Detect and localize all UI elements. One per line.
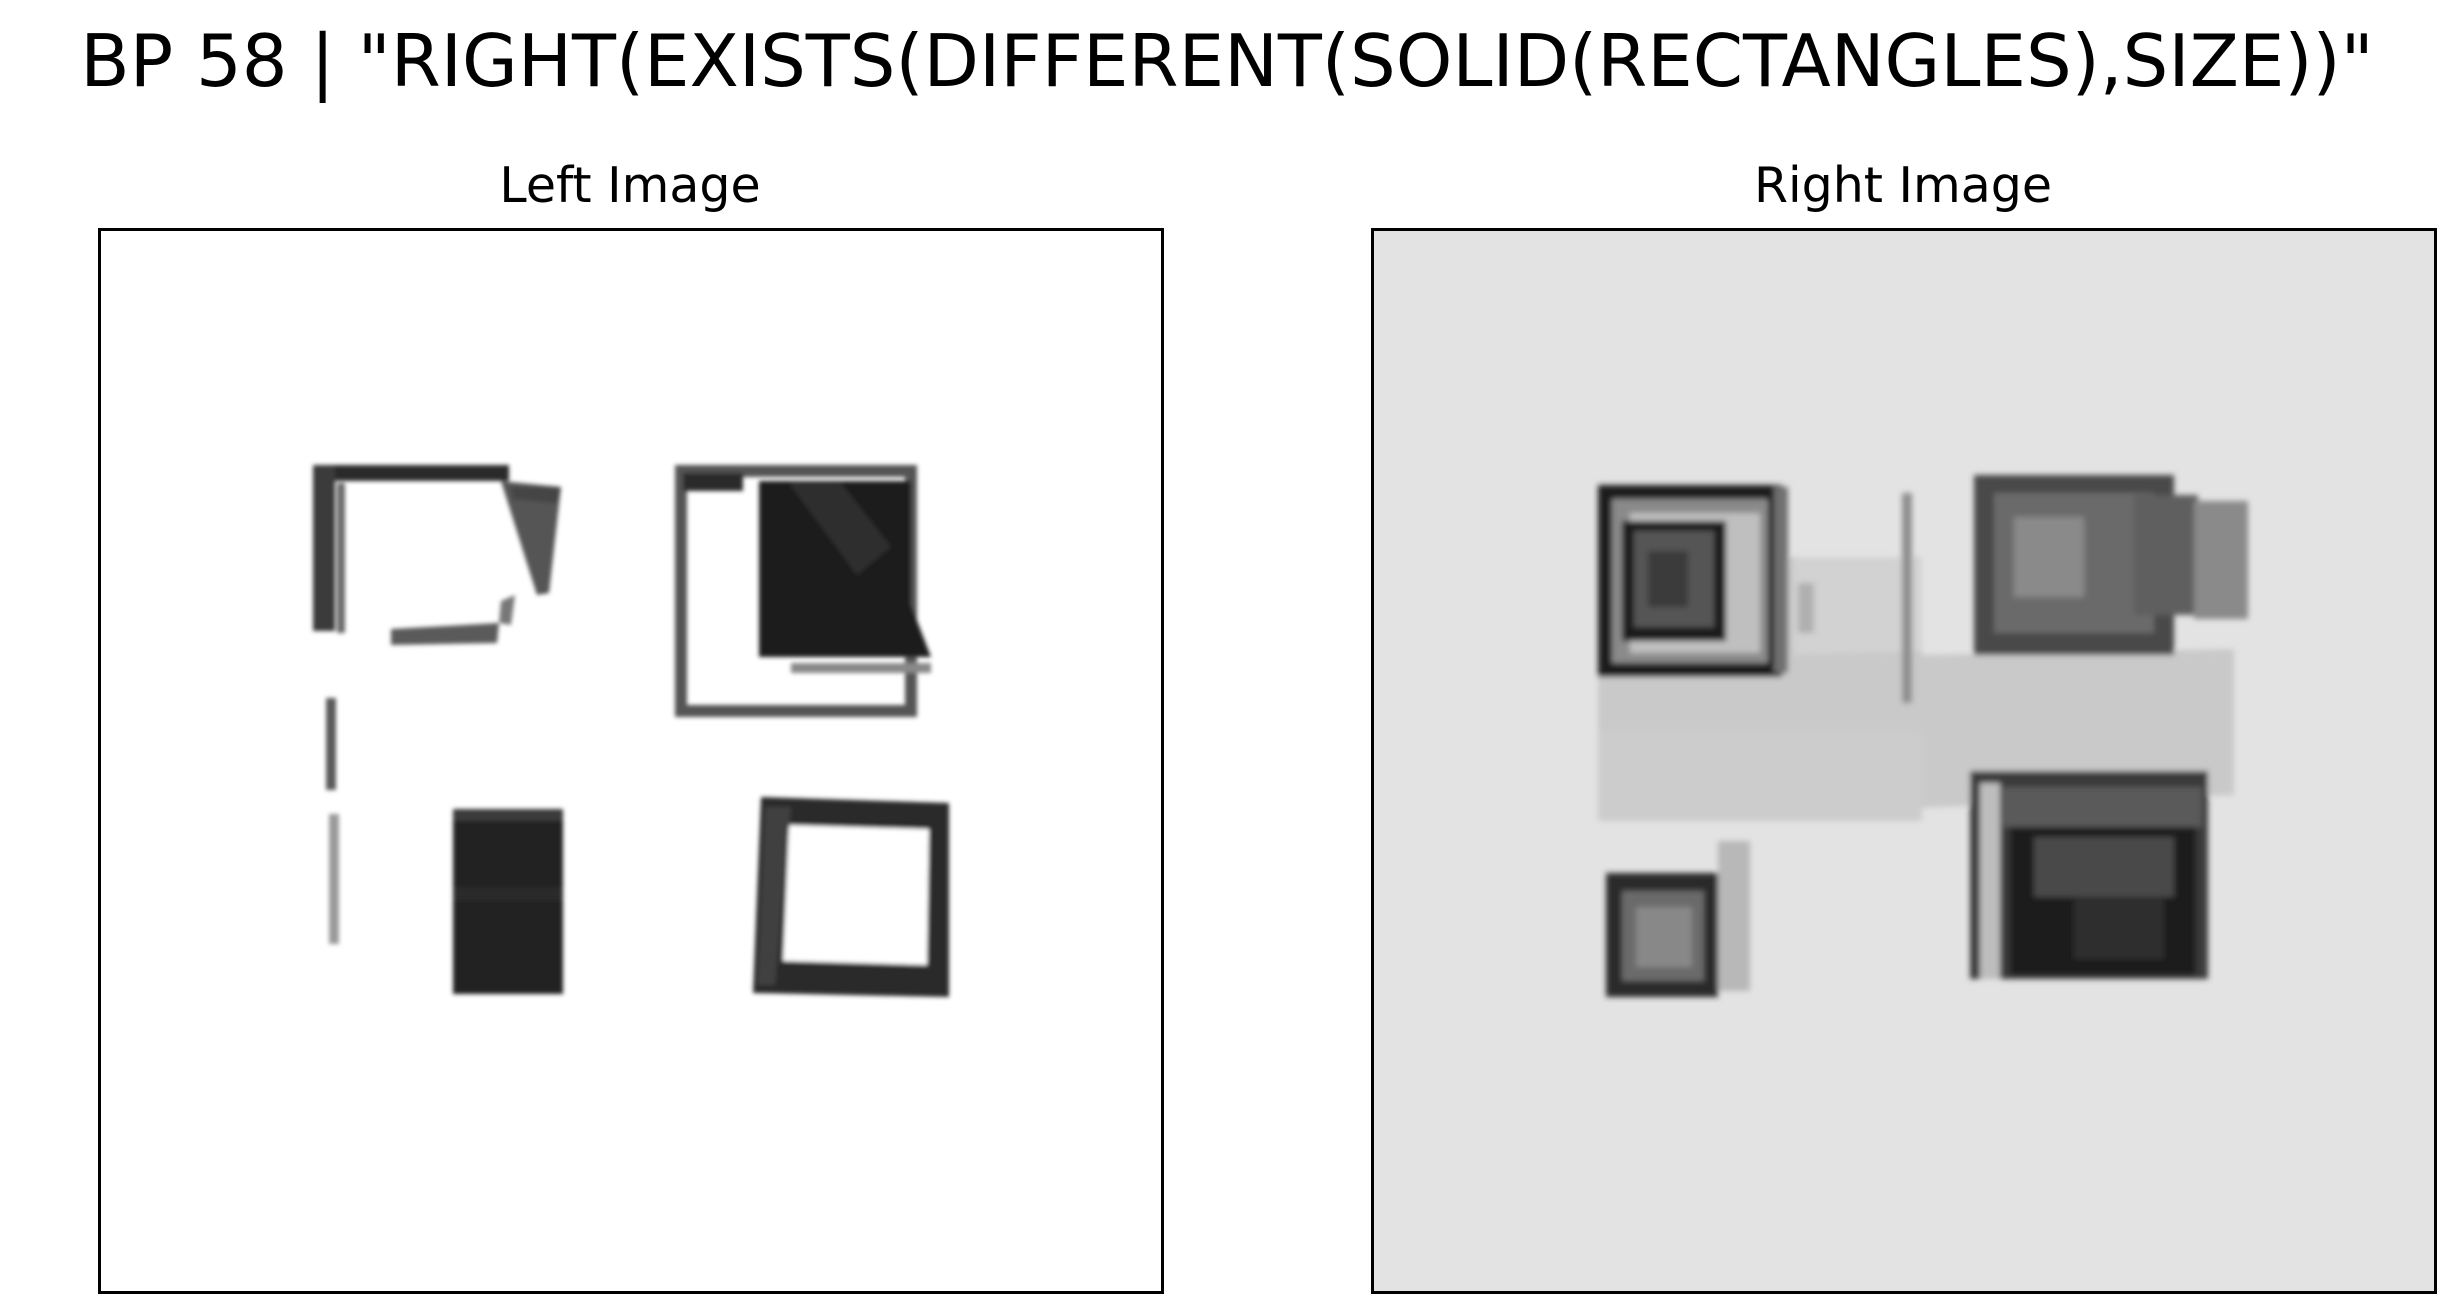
thin-bar-shape [1902, 493, 1912, 703]
left-image-panel [98, 228, 1164, 1294]
open-outline-shape [313, 465, 561, 645]
solid-rectangle-shape [453, 809, 563, 994]
dashed-line-shape [326, 698, 339, 944]
nested-squares-shape [1598, 485, 1814, 677]
right-image [1374, 231, 2434, 1291]
square-with-triangle-shape [675, 465, 931, 717]
right-panel-title: Right Image [1753, 157, 2053, 214]
top-right-squares-shape [1974, 475, 2248, 655]
left-panel-title: Left Image [499, 157, 761, 214]
outline-square-shape [753, 797, 949, 997]
large-square-shape [1970, 771, 2208, 979]
left-image [313, 465, 949, 997]
small-square-shape [1606, 841, 1750, 997]
figure-title: BP 58 | "RIGHT(EXISTS(DIFFERENT(SOLID(RE… [80, 19, 2374, 103]
right-image-panel [1371, 228, 2437, 1294]
